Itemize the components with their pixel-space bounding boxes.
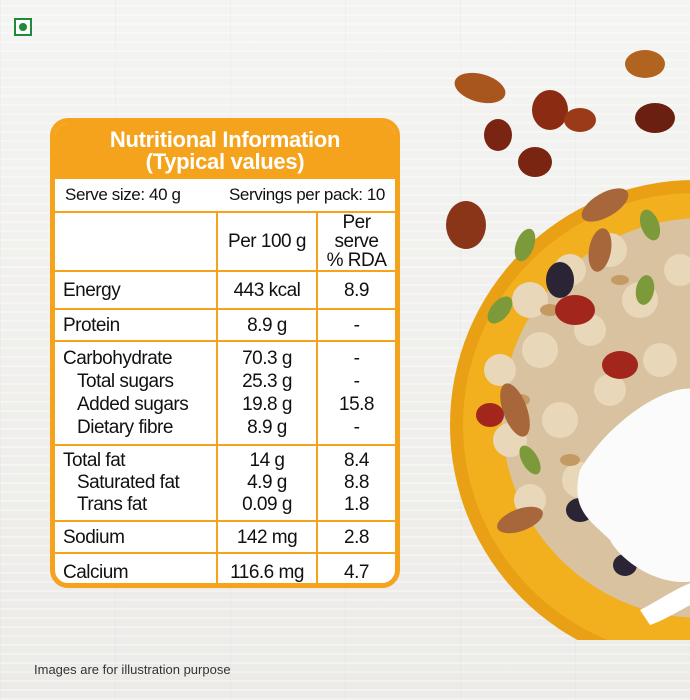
header-blank-cell [55,213,218,272]
per-100g-value: 0.09 g [242,494,292,515]
per-100g-value: 19.8 g [242,394,292,415]
serve-size: Serve size: 40 g [65,185,181,204]
per-100g-value-group: 14 g 4.9 g 0.09 g [217,445,318,522]
servings-per-pack: Servings per pack: 10 [228,185,385,204]
header-per-100g: Per 100 g [217,213,318,272]
rda-value: - [353,348,360,369]
raisin-icon [564,108,596,132]
raisin-icon [518,147,552,177]
nutrient-label: Carbohydrate [63,348,173,369]
panel-title: Nutritional Information [109,127,341,152]
nutrition-table: Per 100 g Per serve % RDA Energy 443 kca… [55,212,395,583]
nutrient-sublabel: Added sugars [77,394,189,415]
rda-value: - [353,371,360,392]
per-100g-value: 4.9 g [247,472,287,493]
header-rda: Per serve % RDA [317,212,395,272]
raisin-icon [484,119,512,151]
nutrient-label: Sodium [55,521,218,554]
nutrient-label-group: Total fat Saturated fat Trans fat [55,445,218,522]
raisin-icon [532,90,568,130]
table-row: Calcium 116.6 mg 4.7 [55,553,395,583]
nutrient-label: Calcium [55,553,218,583]
rda-value: 4.7 [344,561,369,583]
panel-subtitle: (Typical values) [145,149,305,174]
nutrient-sublabel: Trans fat [77,494,147,515]
panel-header: Nutritional Information (Typical values) [55,123,395,179]
veg-symbol-icon [14,18,32,36]
per-100g-value: 8.9 g [217,309,318,342]
table-row: Total fat Saturated fat Trans fat 14 g 4… [55,445,395,522]
rda-value: 2.8 [317,521,395,554]
rda-value: - [353,417,360,438]
raisin-icon [446,201,486,249]
illustration-disclaimer: Images are for illustration purpose [34,662,231,677]
table-row: Protein 8.9 g - [55,309,395,342]
table-row: Sodium 142 mg 2.8 [55,521,395,554]
serving-info-row: Serve size: 40 g Servings per pack: 10 [55,179,395,213]
rda-value: - [317,309,395,342]
raisin-icon [635,103,675,133]
nutrient-sublabel: Total sugars [77,371,174,392]
nutrient-sublabel: Saturated fat [77,472,180,493]
muesli-bowl-illustration [446,50,690,640]
header-rda-line2: % RDA [326,250,387,271]
nutrient-label: Energy [55,271,218,310]
nutrient-label: Total fat [63,450,126,471]
nutrient-label: Protein [55,309,218,342]
header-rda-line1: Per serve [334,212,379,252]
raisin-icon [454,72,506,104]
per-100g-value: 443 kcal [217,271,318,310]
table-header-row: Per 100 g Per serve % RDA [55,212,395,272]
rda-value-group: 8.4 8.8 1.8 [317,445,395,522]
table-row: Carbohydrate Total sugars Added sugars D… [55,341,395,446]
rda-value: 8.9 [317,271,395,310]
per-100g-value: 14 g [249,450,285,471]
table-row: Energy 443 kcal 8.9 [55,271,395,310]
nutrition-info-panel: Nutritional Information (Typical values)… [50,118,400,588]
nutrient-label-group: Carbohydrate Total sugars Added sugars D… [55,341,218,446]
per-100g-value: 25.3 g [242,371,292,392]
rda-value: 8.4 [344,450,369,471]
per-100g-value: 142 mg [217,521,318,554]
rda-value: 1.8 [344,494,369,515]
per-100g-value-group: 70.3 g 25.3 g 19.8 g 8.9 g [217,341,318,446]
per-100g-value: 116.6 mg [217,553,318,583]
per-100g-value: 70.3 g [242,348,292,369]
nutrient-sublabel: Dietary fibre [77,417,173,438]
rda-value: 15.8 [339,394,374,415]
rda-value: 8.8 [344,472,369,493]
raisin-icon [625,50,665,78]
per-100g-value: 8.9 g [247,417,287,438]
rda-value-group: - - 15.8 - [317,341,395,446]
